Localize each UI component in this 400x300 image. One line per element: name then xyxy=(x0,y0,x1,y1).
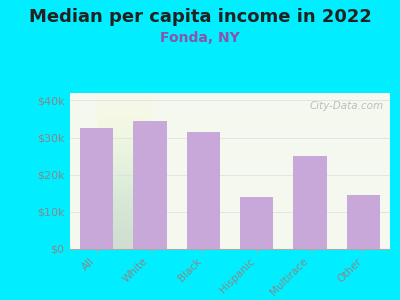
Bar xyxy=(347,195,380,249)
Bar xyxy=(80,128,113,249)
Text: Fonda, NY: Fonda, NY xyxy=(160,32,240,46)
Text: Median per capita income in 2022: Median per capita income in 2022 xyxy=(28,8,372,26)
Bar xyxy=(294,156,326,249)
Text: City-Data.com: City-Data.com xyxy=(310,101,384,111)
Bar xyxy=(187,132,220,249)
Bar xyxy=(240,197,273,249)
Bar xyxy=(134,121,166,249)
